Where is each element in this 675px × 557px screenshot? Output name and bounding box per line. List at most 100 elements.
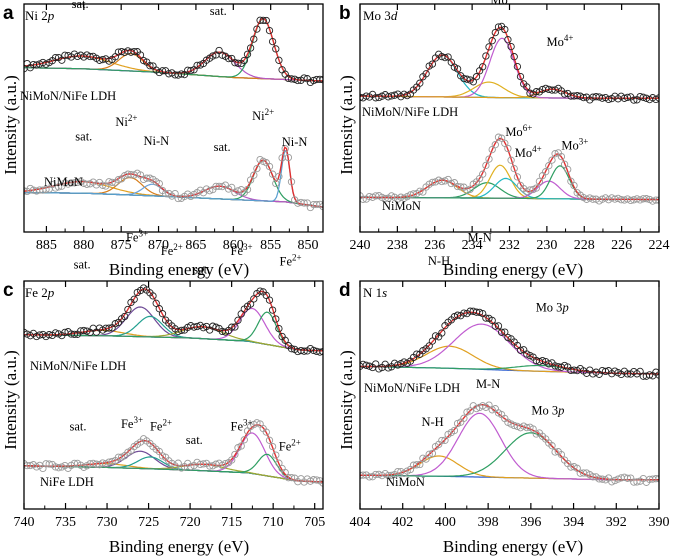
- data-point: [313, 476, 321, 484]
- data-point: [579, 93, 588, 102]
- data-point: [623, 93, 632, 102]
- region-label-italic: s: [382, 285, 387, 300]
- fit-envelope: [24, 146, 323, 208]
- data-point: [532, 184, 540, 192]
- data-point: [457, 183, 465, 191]
- data-point: [497, 328, 506, 336]
- data-point: [507, 156, 515, 164]
- data-point: [642, 195, 651, 203]
- data-point: [453, 65, 462, 73]
- data-point: [155, 305, 163, 313]
- data-point: [482, 52, 490, 60]
- data-point: [601, 367, 610, 376]
- data-point: [268, 170, 277, 178]
- data-point: [149, 292, 157, 300]
- peak-annotation: Ni2+: [252, 107, 274, 123]
- data-point: [463, 186, 471, 195]
- panel-letter-b: b: [339, 3, 351, 24]
- data-point: [438, 329, 446, 337]
- x-tick-label: 236: [424, 238, 445, 253]
- data-point: [551, 448, 559, 456]
- x-tick-label: 394: [563, 515, 584, 530]
- data-point: [419, 454, 427, 462]
- x-tick-label: 396: [520, 515, 541, 530]
- data-point: [54, 464, 63, 472]
- peak-annotation: sat.: [193, 263, 210, 277]
- data-point: [365, 473, 374, 481]
- peak-annotation: Ni2+: [115, 113, 137, 129]
- data-point: [105, 324, 113, 332]
- data-point: [281, 145, 289, 153]
- data-point: [265, 296, 274, 304]
- x-tick-label: 740: [14, 515, 35, 530]
- data-point: [413, 461, 421, 469]
- region-label-main: N 1: [363, 285, 382, 300]
- data-point: [99, 181, 107, 189]
- data-point: [187, 462, 195, 471]
- data-point: [639, 93, 647, 101]
- fit-envelope: [360, 137, 659, 201]
- data-point: [246, 44, 255, 52]
- data-point: [300, 199, 308, 207]
- data-point: [513, 173, 522, 181]
- data-point: [416, 460, 424, 469]
- region-label-main: Mo 3: [363, 8, 391, 23]
- x-tick-label: 850: [298, 238, 319, 253]
- data-point: [250, 171, 258, 179]
- x-tick-label: 870: [148, 238, 169, 253]
- data-point: [425, 450, 433, 458]
- data-point: [108, 457, 116, 466]
- data-point: [313, 200, 321, 209]
- region-label-fe-2p: Fe 2p: [25, 285, 55, 300]
- data-point: [529, 425, 537, 433]
- data-point: [253, 419, 261, 427]
- x-tick-label: 730: [97, 515, 118, 530]
- data-point: [570, 181, 578, 190]
- data-point: [542, 168, 550, 176]
- data-point: [42, 185, 50, 194]
- data-point: [130, 47, 138, 56]
- data-point: [228, 183, 236, 192]
- data-point: [250, 295, 258, 303]
- x-tick-label: 404: [350, 515, 371, 530]
- data-point: [231, 323, 239, 331]
- data-point: [441, 53, 449, 62]
- axes-frame: [23, 280, 324, 510]
- peak-annotation: Mo4+: [515, 144, 542, 160]
- data-point: [501, 139, 509, 147]
- data-point: [384, 364, 392, 372]
- data-point: [114, 176, 123, 184]
- data-point: [199, 460, 208, 468]
- data-point: [488, 406, 496, 414]
- data-point: [460, 414, 468, 422]
- data-point: [316, 348, 323, 356]
- sample-label: NiMoN/NiFe LDH: [362, 105, 458, 119]
- data-point: [557, 450, 566, 459]
- data-point: [284, 153, 293, 162]
- data-point: [265, 26, 274, 35]
- data-point: [494, 322, 503, 330]
- data-point: [548, 156, 556, 164]
- panel-letter-c: c: [3, 280, 14, 301]
- x-tick-label: 238: [387, 238, 408, 253]
- panel-letter-a: a: [3, 3, 14, 24]
- region-label-italic: p: [47, 8, 55, 23]
- data-point: [491, 141, 499, 149]
- data-point: [507, 42, 515, 51]
- data-point: [24, 187, 28, 195]
- peak-annotation: Mo 3p: [536, 300, 569, 314]
- x-tick-label: 400: [435, 515, 456, 530]
- data-point: [287, 473, 296, 482]
- data-point: [32, 61, 41, 69]
- fit-envelope: [24, 17, 323, 82]
- data-point: [545, 360, 553, 368]
- x-tick-label: 855: [260, 238, 281, 253]
- data-point: [419, 188, 427, 196]
- data-point: [265, 436, 274, 444]
- data-point: [234, 59, 242, 67]
- data-point: [510, 421, 518, 430]
- peak-annotation: Ni-N: [143, 134, 169, 148]
- data-point: [416, 187, 424, 195]
- region-label-main: Ni 2: [25, 8, 48, 23]
